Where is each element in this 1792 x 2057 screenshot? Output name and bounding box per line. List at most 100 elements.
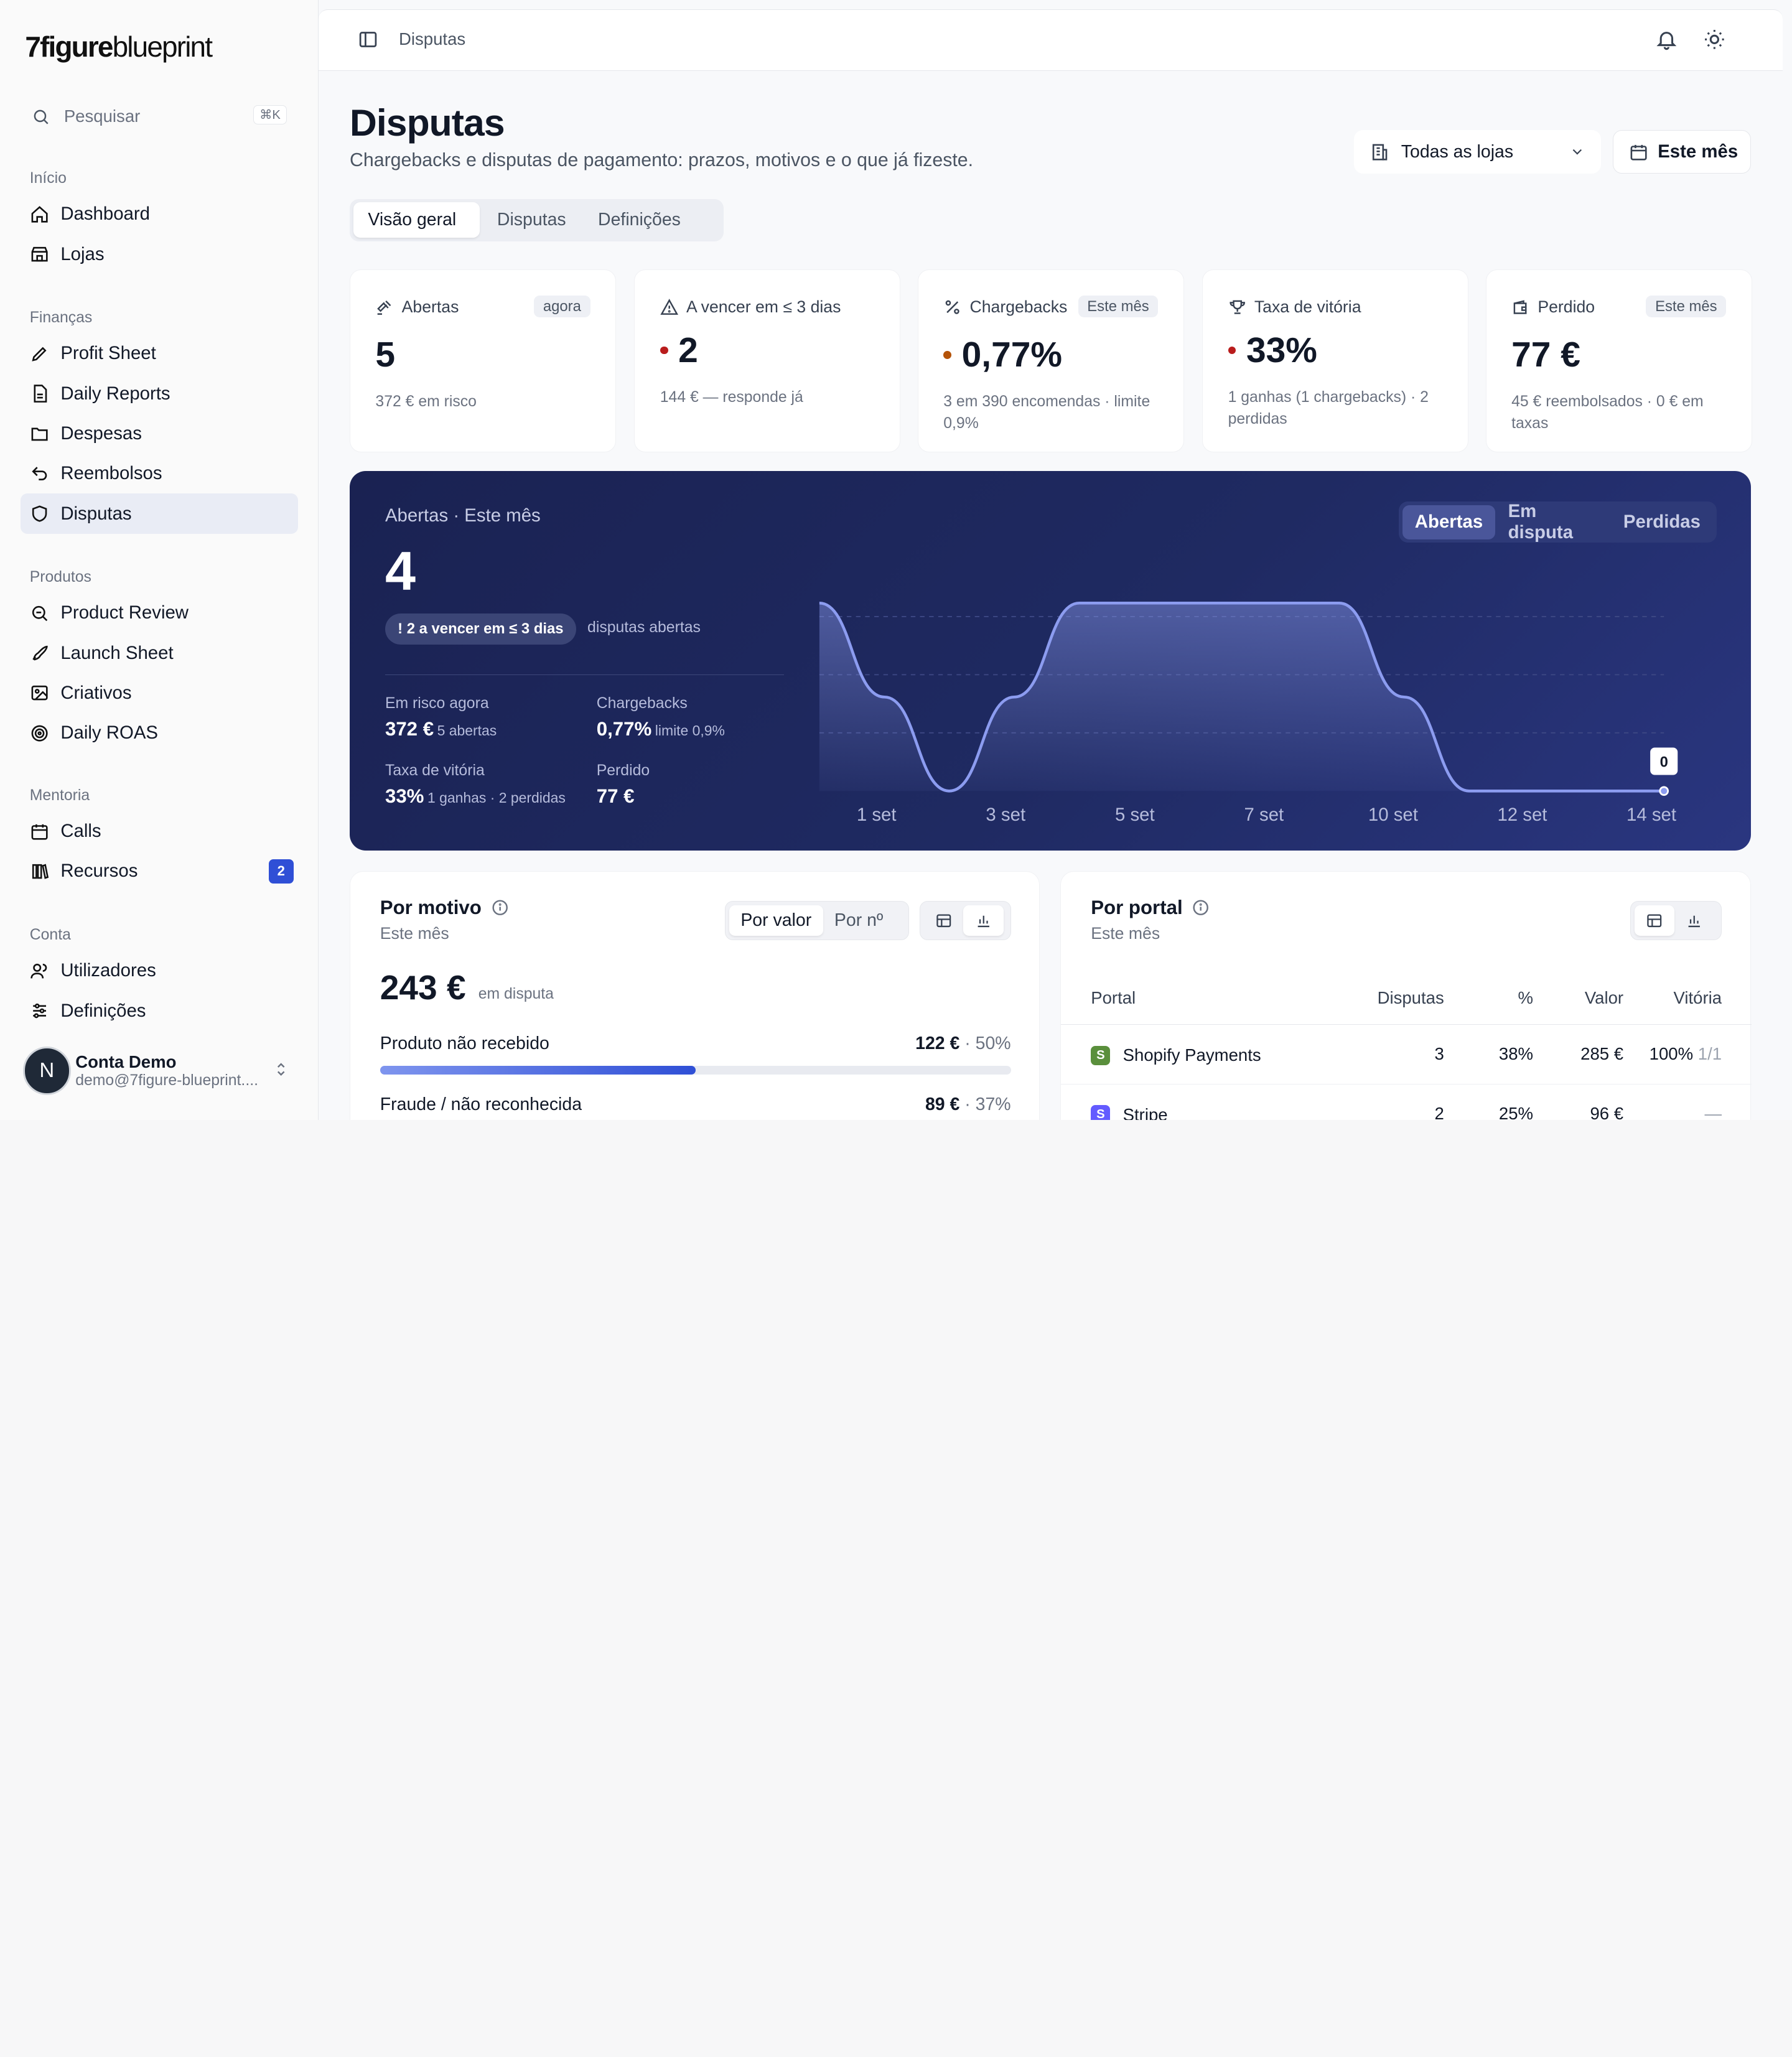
stat-sub: 1 ganhas · 2 perdidas: [427, 790, 566, 806]
chart-view-button[interactable]: [1674, 905, 1714, 936]
series-area: [819, 602, 1664, 791]
tab-definicoes[interactable]: Definições: [598, 210, 681, 230]
sidebar-item-label: Criativos: [60, 682, 132, 703]
folder-icon: [31, 427, 48, 441]
card-subtitle: Este mês: [1091, 924, 1160, 943]
sidebar-toggle-icon[interactable]: [358, 29, 378, 50]
page-title: Disputas: [350, 101, 505, 144]
app-logo[interactable]: 7figureblueprint: [25, 30, 213, 63]
image-icon: [31, 686, 48, 701]
sidebar-item-label: Calls: [60, 821, 101, 842]
sidebar-item-product-review[interactable]: Product Review: [21, 593, 298, 633]
main-content: Disputas Disputas Chargebacks e disputas…: [319, 0, 1792, 1120]
column-header[interactable]: Disputas: [1318, 972, 1444, 1025]
area-chart: 0 1 set 3 set 5 set 7 set 10 set 12 set 14 set: [819, 601, 1678, 825]
period-button[interactable]: Este mês: [1612, 130, 1751, 174]
nav-group-conta: Conta Utilizadores Definições: [21, 919, 298, 1031]
avatar: N: [22, 1047, 71, 1095]
table-row[interactable]: S Shopify Payments 3 38% 285 € 100% 1/1: [1061, 1024, 1752, 1084]
sidebar-item-utilizadores[interactable]: Utilizadores: [21, 951, 298, 991]
theme-toggle-icon[interactable]: [1703, 28, 1726, 51]
sidebar-item-criativos[interactable]: Criativos: [21, 673, 298, 713]
column-header[interactable]: Vitória: [1623, 972, 1752, 1025]
reason-pct: 50%: [975, 1033, 1011, 1054]
segment-abertas[interactable]: Abertas: [1402, 505, 1496, 539]
stat-label: Em risco agora: [385, 694, 489, 712]
reason-amount: 89 €: [925, 1094, 960, 1114]
sidebar-item-daily-reports[interactable]: Daily Reports: [21, 374, 298, 414]
sidebar-item-disputas[interactable]: Disputas: [21, 493, 299, 534]
reason-pct: 37%: [975, 1094, 1011, 1114]
wallet-icon: [1513, 299, 1527, 314]
reason-bar-track: [380, 1065, 1011, 1075]
segment-perdidas[interactable]: Perdidas: [1623, 511, 1701, 533]
stat-sub: 5 abertas: [437, 722, 497, 739]
total-in-dispute: 243 €: [380, 968, 466, 1007]
tab-disputas[interactable]: Disputas: [497, 210, 566, 230]
due-soon-pill: ! 2 a vencer em ≤ 3 dias: [385, 613, 576, 645]
table-view-button[interactable]: [923, 905, 963, 936]
bell-icon[interactable]: [1655, 28, 1678, 51]
info-icon[interactable]: [1192, 898, 1210, 917]
reason-row: Fraude / não reconhecida 89 € · 37%: [380, 1094, 1011, 1120]
account-switcher[interactable]: N Conta Demo demo@7figure-blueprint....: [22, 1047, 297, 1095]
sidebar-item-reembolsos[interactable]: Reembolsos: [21, 454, 298, 493]
sidebar-item-label: Recursos: [60, 861, 138, 882]
stat-label: Taxa de vitória: [385, 762, 485, 780]
view-mode-toggle: [919, 901, 1011, 940]
kpi-note: 45 € reembolsados · 0 € em taxas: [1511, 393, 1704, 432]
kpi-card-chargebacks: Chargebacks Este mês 0,77% 3 em 390 enco…: [917, 269, 1184, 453]
hero-stat-em-risco: Em risco agora 372 €5 abertas: [385, 695, 497, 740]
portals-card: Por portal Este mês Portal Disputas % Va…: [1060, 870, 1752, 1120]
stat-value: 372 €: [385, 717, 434, 740]
sidebar-item-label: Product Review: [60, 602, 189, 623]
table-view-button[interactable]: [1634, 905, 1674, 936]
library-icon: [32, 864, 49, 879]
sidebar-item-recursos[interactable]: Recursos 2: [21, 851, 298, 891]
sidebar-item-calls[interactable]: Calls: [21, 811, 298, 851]
kpi-card-perdido: Perdido Este mês 77 € 45 € reembolsados …: [1485, 269, 1752, 453]
nav-group-title: Conta: [29, 926, 71, 943]
search-doc-icon: [32, 605, 47, 622]
portal-vitoria: 100%: [1649, 1044, 1694, 1064]
kpi-card-a-vencer: A vencer em ≤ 3 dias 2 144 € — responde …: [634, 269, 901, 453]
sidebar-item-despesas[interactable]: Despesas: [21, 414, 298, 454]
kpi-badge: agora: [534, 295, 590, 318]
sidebar-item-profit-sheet[interactable]: Profit Sheet: [21, 334, 298, 373]
sidebar-item-lojas[interactable]: Lojas: [21, 235, 298, 274]
hero-pill-note: disputas abertas: [587, 619, 701, 637]
sidebar-item-label: Disputas: [60, 503, 132, 524]
sidebar-item-daily-roas[interactable]: Daily ROAS: [21, 713, 298, 753]
table-row[interactable]: S Stripe 2 25% 96 € —: [1061, 1084, 1752, 1120]
kpi-value: 77 €: [1511, 335, 1580, 375]
tooltip-value: 0: [1660, 753, 1668, 770]
toggle-por-valor[interactable]: Por valor: [729, 905, 823, 936]
info-icon[interactable]: [491, 898, 509, 917]
portal-name: Shopify Payments: [1122, 1045, 1261, 1065]
kpi-badge: Este mês: [1078, 295, 1159, 318]
portal-name: Stripe: [1122, 1104, 1168, 1120]
sidebar-item-definicoes[interactable]: Definições: [21, 991, 298, 1030]
segment-em-disputa[interactable]: Em disputa: [1508, 501, 1574, 543]
x-tick-label: 7 set: [1244, 805, 1284, 825]
search-input[interactable]: Pesquisar ⌘K: [21, 98, 298, 135]
sidebar-item-dashboard[interactable]: Dashboard: [21, 194, 298, 234]
kpi-value: 33%: [1246, 330, 1317, 370]
x-tick-label: 1 set: [857, 805, 897, 825]
column-header[interactable]: Valor: [1533, 972, 1624, 1025]
hero-value: 4: [385, 539, 416, 602]
portal-pct: 25%: [1444, 1084, 1534, 1120]
chart-view-button[interactable]: [963, 905, 1004, 936]
nav-group-produtos: Produtos Product Review Launch Sheet Cri…: [21, 561, 298, 753]
store-select[interactable]: Todas as lojas: [1354, 130, 1602, 174]
column-header[interactable]: Portal: [1061, 972, 1318, 1025]
toggle-por-numero[interactable]: Por nº: [834, 910, 884, 931]
period-label: Este mês: [1658, 141, 1738, 162]
column-header[interactable]: %: [1444, 972, 1534, 1025]
sidebar-item-label: Utilizadores: [60, 960, 156, 981]
sidebar-item-launch-sheet[interactable]: Launch Sheet: [21, 633, 298, 673]
tab-visao-geral[interactable]: Visão geral: [353, 202, 480, 238]
hero-label: Abertas · Este mês: [385, 505, 541, 526]
chevron-down-icon: [1572, 149, 1582, 155]
